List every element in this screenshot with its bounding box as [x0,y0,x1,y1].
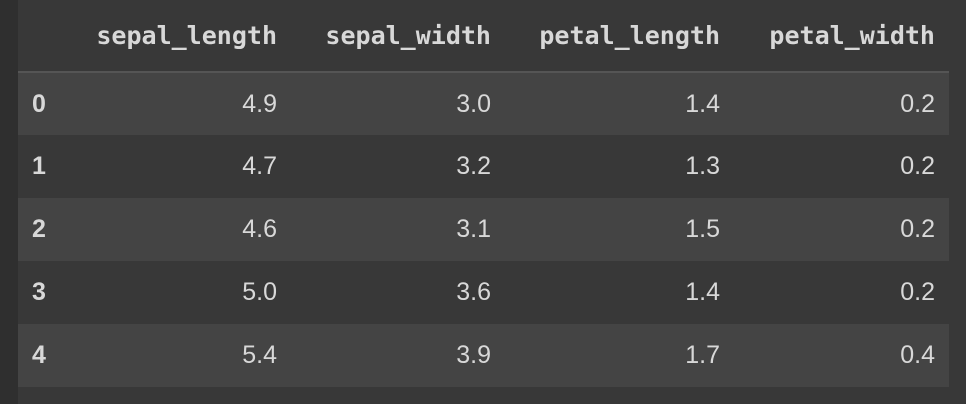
table-cell: 4.7 [242,152,277,180]
index-header [18,0,62,73]
table-cell: 1.3 [685,152,720,180]
table-cell: 5.4 [62,324,291,387]
table-row: 2 4.6 3.1 1.5 0.2 [18,198,949,261]
column-header: sepal_width [291,0,505,73]
table-cell: 1.7 [505,324,734,387]
table-cell: 3.9 [291,324,505,387]
row-index: 2 [18,198,62,261]
table-cell: 3.6 [456,278,491,306]
table-cell: 1.4 [685,278,720,306]
column-header: petal_length [505,0,734,73]
row-index: 3 [32,278,46,306]
table-cell: 4.6 [62,198,291,261]
row-index: 1 [32,152,46,180]
cell-gutter [0,0,18,404]
table-cell: 3.0 [291,72,505,135]
table-row: 0 4.9 3.0 1.4 0.2 [18,72,949,135]
table-cell: 0.2 [734,72,949,135]
table-cell: 1.4 [505,72,734,135]
column-header: petal_width [734,0,949,73]
table-row: 1 4.7 3.2 1.3 0.2 [18,135,949,198]
table-row: 3 5.0 3.6 1.4 0.2 [18,261,949,324]
table-cell: 4.9 [62,72,291,135]
table-cell: 0.4 [734,324,949,387]
table-row: 4 5.4 3.9 1.7 0.4 [18,324,949,387]
row-index: 0 [18,72,62,135]
table-cell: 3.1 [291,198,505,261]
row-index: 4 [18,324,62,387]
column-header: sepal_length [62,0,291,73]
table-cell: 1.5 [505,198,734,261]
table-cell: 0.2 [900,278,935,306]
table-cell: 0.2 [734,198,949,261]
table-cell: 5.0 [242,278,277,306]
table-cell: 3.2 [456,152,491,180]
dataframe-table: sepal_length sepal_width petal_length pe… [18,0,949,387]
table-cell: 0.2 [900,152,935,180]
header-row: sepal_length sepal_width petal_length pe… [18,0,949,73]
